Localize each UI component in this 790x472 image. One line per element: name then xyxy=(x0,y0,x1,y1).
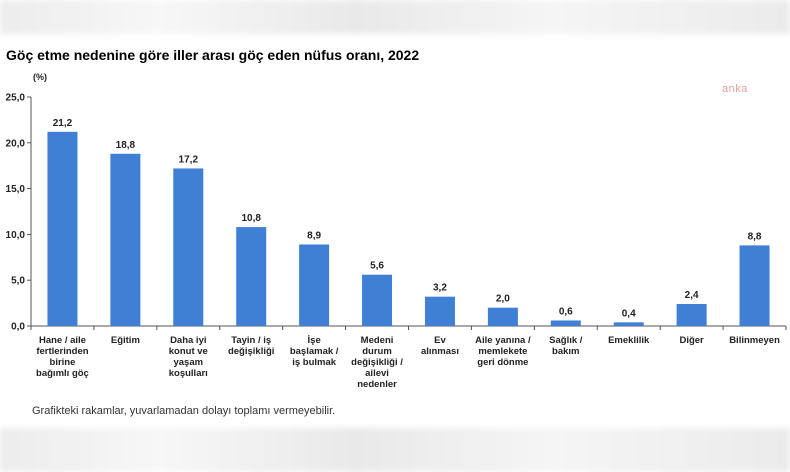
bar xyxy=(424,296,455,326)
bar xyxy=(236,227,267,326)
x-category-label: memlekete xyxy=(478,346,527,357)
bar xyxy=(173,168,204,326)
x-category-label: Tayin / iş xyxy=(231,335,271,346)
bar-value-label: 2,4 xyxy=(685,290,699,301)
x-category-label: nedenler xyxy=(357,379,397,390)
x-category-label: Eğitim xyxy=(111,335,140,346)
y-tick-label: 25,0 xyxy=(6,93,26,104)
y-axis-unit-label: (%) xyxy=(33,72,47,82)
x-category-label: konut ve xyxy=(169,346,208,357)
x-category-label: Sağlık / xyxy=(549,335,583,346)
bar xyxy=(676,304,707,326)
x-category-label: bağımlı göç xyxy=(36,368,89,379)
x-category-label: Diğer xyxy=(679,335,704,346)
blurred-header-band xyxy=(0,0,790,34)
x-category-label: bakım xyxy=(552,346,579,357)
bar-value-label: 2,0 xyxy=(496,294,510,305)
y-tick-label: 5,0 xyxy=(11,276,25,287)
x-category-label: Medeni xyxy=(361,335,394,346)
bar-value-label: 8,8 xyxy=(748,231,762,242)
x-category-label: yaşam xyxy=(173,357,203,368)
x-category-label: Daha iyi xyxy=(170,335,206,346)
x-category-label: Hane / aile xyxy=(39,335,86,346)
bar-value-label: 0,6 xyxy=(559,307,573,318)
x-category-label: durum xyxy=(362,346,392,357)
bar xyxy=(739,245,770,326)
x-category-label: birine xyxy=(50,357,76,368)
chart-footnote: Grafikteki rakamlar, yuvarlamadan dolayı… xyxy=(32,405,336,417)
x-category-label: başlamak / xyxy=(290,346,339,357)
bar-value-label: 10,8 xyxy=(241,213,261,224)
chart-title: Göç etme nedenine göre iller arası göç e… xyxy=(6,47,420,63)
y-tick-label: 10,0 xyxy=(6,230,26,241)
x-category-label: İşe xyxy=(308,335,321,346)
blurred-footer-band xyxy=(0,428,790,472)
y-tick-label: 20,0 xyxy=(6,138,26,149)
bar xyxy=(550,320,581,326)
watermark-logo: anka xyxy=(722,83,748,95)
y-tick-label: 0,0 xyxy=(11,322,25,333)
x-category-label: Bilinmeyen xyxy=(729,335,780,346)
x-category-label: alınması xyxy=(421,346,459,357)
bar-value-label: 17,2 xyxy=(179,154,199,165)
bar xyxy=(613,322,644,326)
bar xyxy=(487,307,518,326)
bar-value-label: 21,2 xyxy=(53,118,73,129)
bar-value-label: 5,6 xyxy=(370,261,384,272)
x-category-label: ailevi xyxy=(365,368,389,379)
x-category-label: geri dönme xyxy=(477,357,528,368)
bar xyxy=(299,244,330,326)
x-category-label: Ev xyxy=(434,335,446,346)
x-category-label: koşulları xyxy=(169,368,208,379)
bar-value-label: 0,4 xyxy=(622,308,636,319)
bar-value-label: 18,8 xyxy=(116,140,136,151)
bar xyxy=(110,153,141,326)
bar-value-label: 3,2 xyxy=(433,283,447,294)
bar-value-label: 8,9 xyxy=(307,230,321,241)
x-category-label: fertlerinden xyxy=(36,346,88,357)
x-category-label: değişikliği / xyxy=(351,357,403,368)
x-category-label: Aile yanına / xyxy=(475,335,531,346)
x-category-label: değişikliği xyxy=(228,346,274,357)
y-tick-label: 15,0 xyxy=(6,184,26,195)
x-category-label: iş bulmak xyxy=(292,357,337,368)
bar xyxy=(362,274,393,326)
bar xyxy=(47,131,78,326)
x-category-label: Emeklilik xyxy=(608,335,650,346)
